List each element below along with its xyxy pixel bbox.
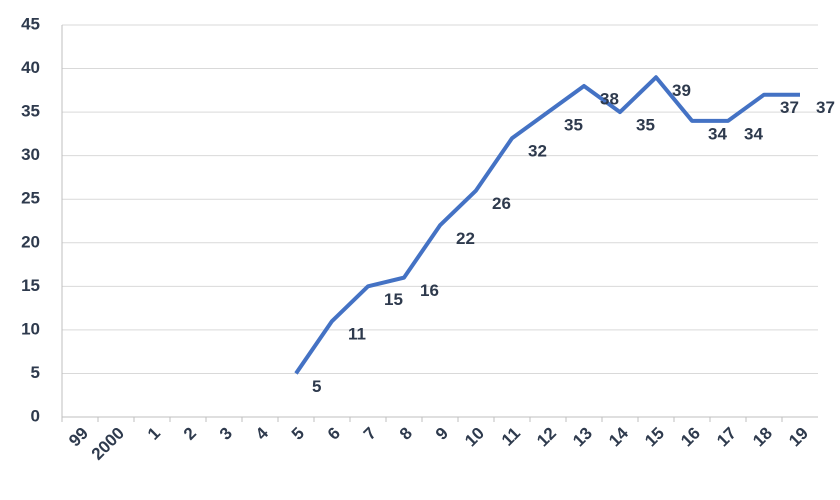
data-label: 38 bbox=[600, 89, 619, 108]
y-tick-label: 45 bbox=[21, 14, 40, 33]
data-label: 26 bbox=[492, 194, 511, 213]
y-tick-label: 40 bbox=[21, 58, 40, 77]
x-tick-label: 12 bbox=[533, 424, 560, 451]
data-label: 15 bbox=[384, 290, 403, 309]
data-label: 11 bbox=[348, 325, 366, 344]
x-tick-label: 99 bbox=[65, 424, 92, 451]
x-tick-label: 17 bbox=[713, 424, 740, 451]
y-tick-label: 0 bbox=[31, 406, 40, 425]
x-tick-label: 1 bbox=[144, 424, 164, 444]
x-tick-label: 6 bbox=[324, 424, 344, 444]
data-label: 35 bbox=[564, 116, 583, 135]
data-label: 34 bbox=[744, 124, 763, 143]
x-tick-label: 19 bbox=[785, 424, 812, 451]
y-tick-label: 10 bbox=[21, 319, 40, 338]
data-label: 32 bbox=[528, 142, 547, 161]
data-label: 34 bbox=[708, 124, 727, 143]
x-tick-label: 18 bbox=[749, 424, 776, 451]
x-tick-label: 11 bbox=[498, 424, 524, 450]
y-tick-label: 35 bbox=[21, 102, 40, 121]
data-label: 37 bbox=[780, 98, 799, 117]
x-tick-label: 13 bbox=[569, 424, 596, 451]
x-tick-label: 3 bbox=[216, 424, 236, 444]
x-tick-label: 15 bbox=[641, 424, 668, 451]
x-tick-label: 16 bbox=[677, 424, 704, 451]
y-tick-label: 30 bbox=[21, 145, 40, 164]
data-label: 5 bbox=[312, 377, 321, 396]
data-label: 39 bbox=[672, 81, 691, 100]
x-tick-label: 5 bbox=[288, 424, 308, 444]
y-tick-label: 25 bbox=[21, 189, 40, 208]
x-tick-label: 2000 bbox=[88, 424, 128, 464]
data-label: 37 bbox=[816, 98, 835, 117]
x-tick-label: 10 bbox=[461, 424, 488, 451]
x-tick-label: 7 bbox=[360, 424, 380, 444]
y-tick-label: 5 bbox=[31, 363, 40, 382]
x-tick-label: 9 bbox=[432, 424, 452, 444]
line bbox=[294, 75, 800, 375]
x-tick-label: 8 bbox=[396, 424, 416, 444]
x-tick-label: 4 bbox=[252, 423, 273, 444]
data-label: 16 bbox=[420, 281, 439, 300]
y-tick-label: 20 bbox=[21, 232, 40, 251]
data-label: 22 bbox=[456, 229, 475, 248]
data-label: 35 bbox=[636, 116, 655, 135]
y-tick-label: 15 bbox=[21, 276, 40, 295]
x-tick-label: 14 bbox=[605, 423, 632, 450]
x-tick-label: 2 bbox=[180, 424, 200, 444]
